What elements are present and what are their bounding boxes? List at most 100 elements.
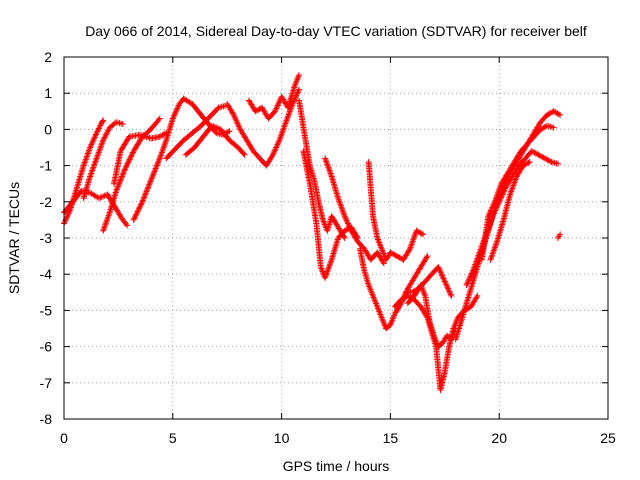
data-point bbox=[435, 263, 442, 270]
data-point bbox=[444, 284, 451, 291]
data-point bbox=[544, 111, 551, 118]
data-point bbox=[133, 211, 140, 218]
data-point bbox=[116, 179, 123, 186]
series-arc-9 bbox=[182, 122, 248, 158]
data-point bbox=[140, 195, 147, 202]
data-point bbox=[124, 160, 131, 167]
y-tick-label: -5 bbox=[40, 302, 53, 318]
data-point bbox=[136, 204, 143, 211]
data-point bbox=[235, 122, 242, 129]
data-point bbox=[255, 106, 262, 113]
data-point bbox=[557, 231, 564, 238]
data-point bbox=[398, 296, 405, 303]
data-point bbox=[253, 107, 260, 114]
data-point bbox=[410, 288, 417, 295]
data-point bbox=[137, 202, 144, 209]
data-point bbox=[417, 229, 424, 236]
data-point bbox=[100, 193, 107, 200]
y-tick-label: 2 bbox=[44, 49, 52, 65]
data-point bbox=[252, 108, 259, 115]
data-point bbox=[557, 111, 564, 118]
data-point bbox=[274, 102, 281, 109]
data-point bbox=[535, 151, 542, 158]
data-point bbox=[155, 116, 162, 123]
data-point bbox=[152, 165, 159, 172]
data-point bbox=[113, 187, 120, 194]
data-point bbox=[231, 113, 238, 120]
data-point bbox=[530, 148, 537, 155]
data-point bbox=[145, 184, 152, 191]
data-point bbox=[269, 153, 276, 160]
data-point bbox=[271, 148, 278, 155]
data-point bbox=[103, 130, 110, 137]
data-point bbox=[141, 194, 148, 201]
data-point bbox=[92, 131, 99, 138]
data-point bbox=[118, 174, 125, 181]
data-point bbox=[241, 151, 248, 158]
data-point bbox=[393, 253, 400, 260]
data-point bbox=[468, 271, 475, 278]
data-point bbox=[125, 157, 132, 164]
data-point bbox=[485, 211, 492, 218]
y-tick-label: -2 bbox=[40, 194, 53, 210]
data-point bbox=[90, 137, 97, 144]
series-arc-19 bbox=[402, 263, 455, 299]
data-point bbox=[465, 277, 472, 284]
data-point bbox=[116, 180, 123, 187]
data-point bbox=[65, 210, 72, 217]
data-point bbox=[275, 138, 282, 145]
y-tick-label: -3 bbox=[40, 230, 53, 246]
data-point bbox=[146, 181, 153, 188]
data-point bbox=[62, 217, 69, 224]
series-arc-4 bbox=[100, 115, 163, 234]
data-point bbox=[447, 291, 454, 298]
data-point bbox=[296, 72, 303, 79]
data-point bbox=[423, 254, 430, 261]
data-point bbox=[489, 203, 496, 210]
data-point bbox=[174, 105, 181, 112]
data-point bbox=[142, 191, 149, 198]
data-point bbox=[156, 115, 163, 122]
data-point bbox=[441, 278, 448, 285]
data-point bbox=[124, 222, 131, 229]
axis-ticks: 0 5 10 15 20 25 -8 -7 -6 -5 -4 -3 -2 -1 0 1 2 bbox=[40, 49, 616, 446]
data-point bbox=[395, 253, 402, 260]
data-point bbox=[545, 157, 552, 164]
data-point bbox=[211, 123, 218, 130]
data-point bbox=[436, 266, 443, 273]
data-point bbox=[551, 109, 558, 116]
data-point bbox=[413, 227, 420, 234]
data-point bbox=[225, 128, 232, 135]
series-arc-22 bbox=[478, 122, 557, 263]
data-point bbox=[127, 155, 134, 162]
data-point bbox=[128, 152, 135, 159]
data-point bbox=[145, 182, 152, 189]
data-point bbox=[537, 153, 544, 160]
data-point bbox=[135, 205, 142, 212]
data-point bbox=[134, 208, 141, 215]
series-arc-12 bbox=[296, 97, 348, 241]
data-point bbox=[132, 212, 139, 219]
x-tick-label: 20 bbox=[491, 430, 507, 446]
data-point bbox=[151, 168, 158, 175]
data-point bbox=[150, 169, 157, 176]
data-point bbox=[437, 269, 444, 276]
data-point bbox=[113, 186, 120, 193]
data-point bbox=[273, 144, 280, 151]
data-point bbox=[158, 132, 165, 139]
data-point bbox=[540, 154, 547, 161]
data-point bbox=[173, 108, 180, 115]
data-point bbox=[159, 132, 166, 139]
data-point bbox=[121, 166, 128, 173]
data-point bbox=[296, 86, 303, 93]
data-point bbox=[272, 108, 279, 115]
data-point bbox=[390, 250, 397, 257]
series-arc-3 bbox=[80, 119, 126, 202]
data-point bbox=[404, 292, 411, 299]
data-point bbox=[380, 260, 387, 267]
data-point bbox=[117, 177, 124, 184]
data-point bbox=[443, 282, 450, 289]
y-tick-label: 0 bbox=[44, 121, 52, 137]
data-point bbox=[414, 228, 421, 235]
